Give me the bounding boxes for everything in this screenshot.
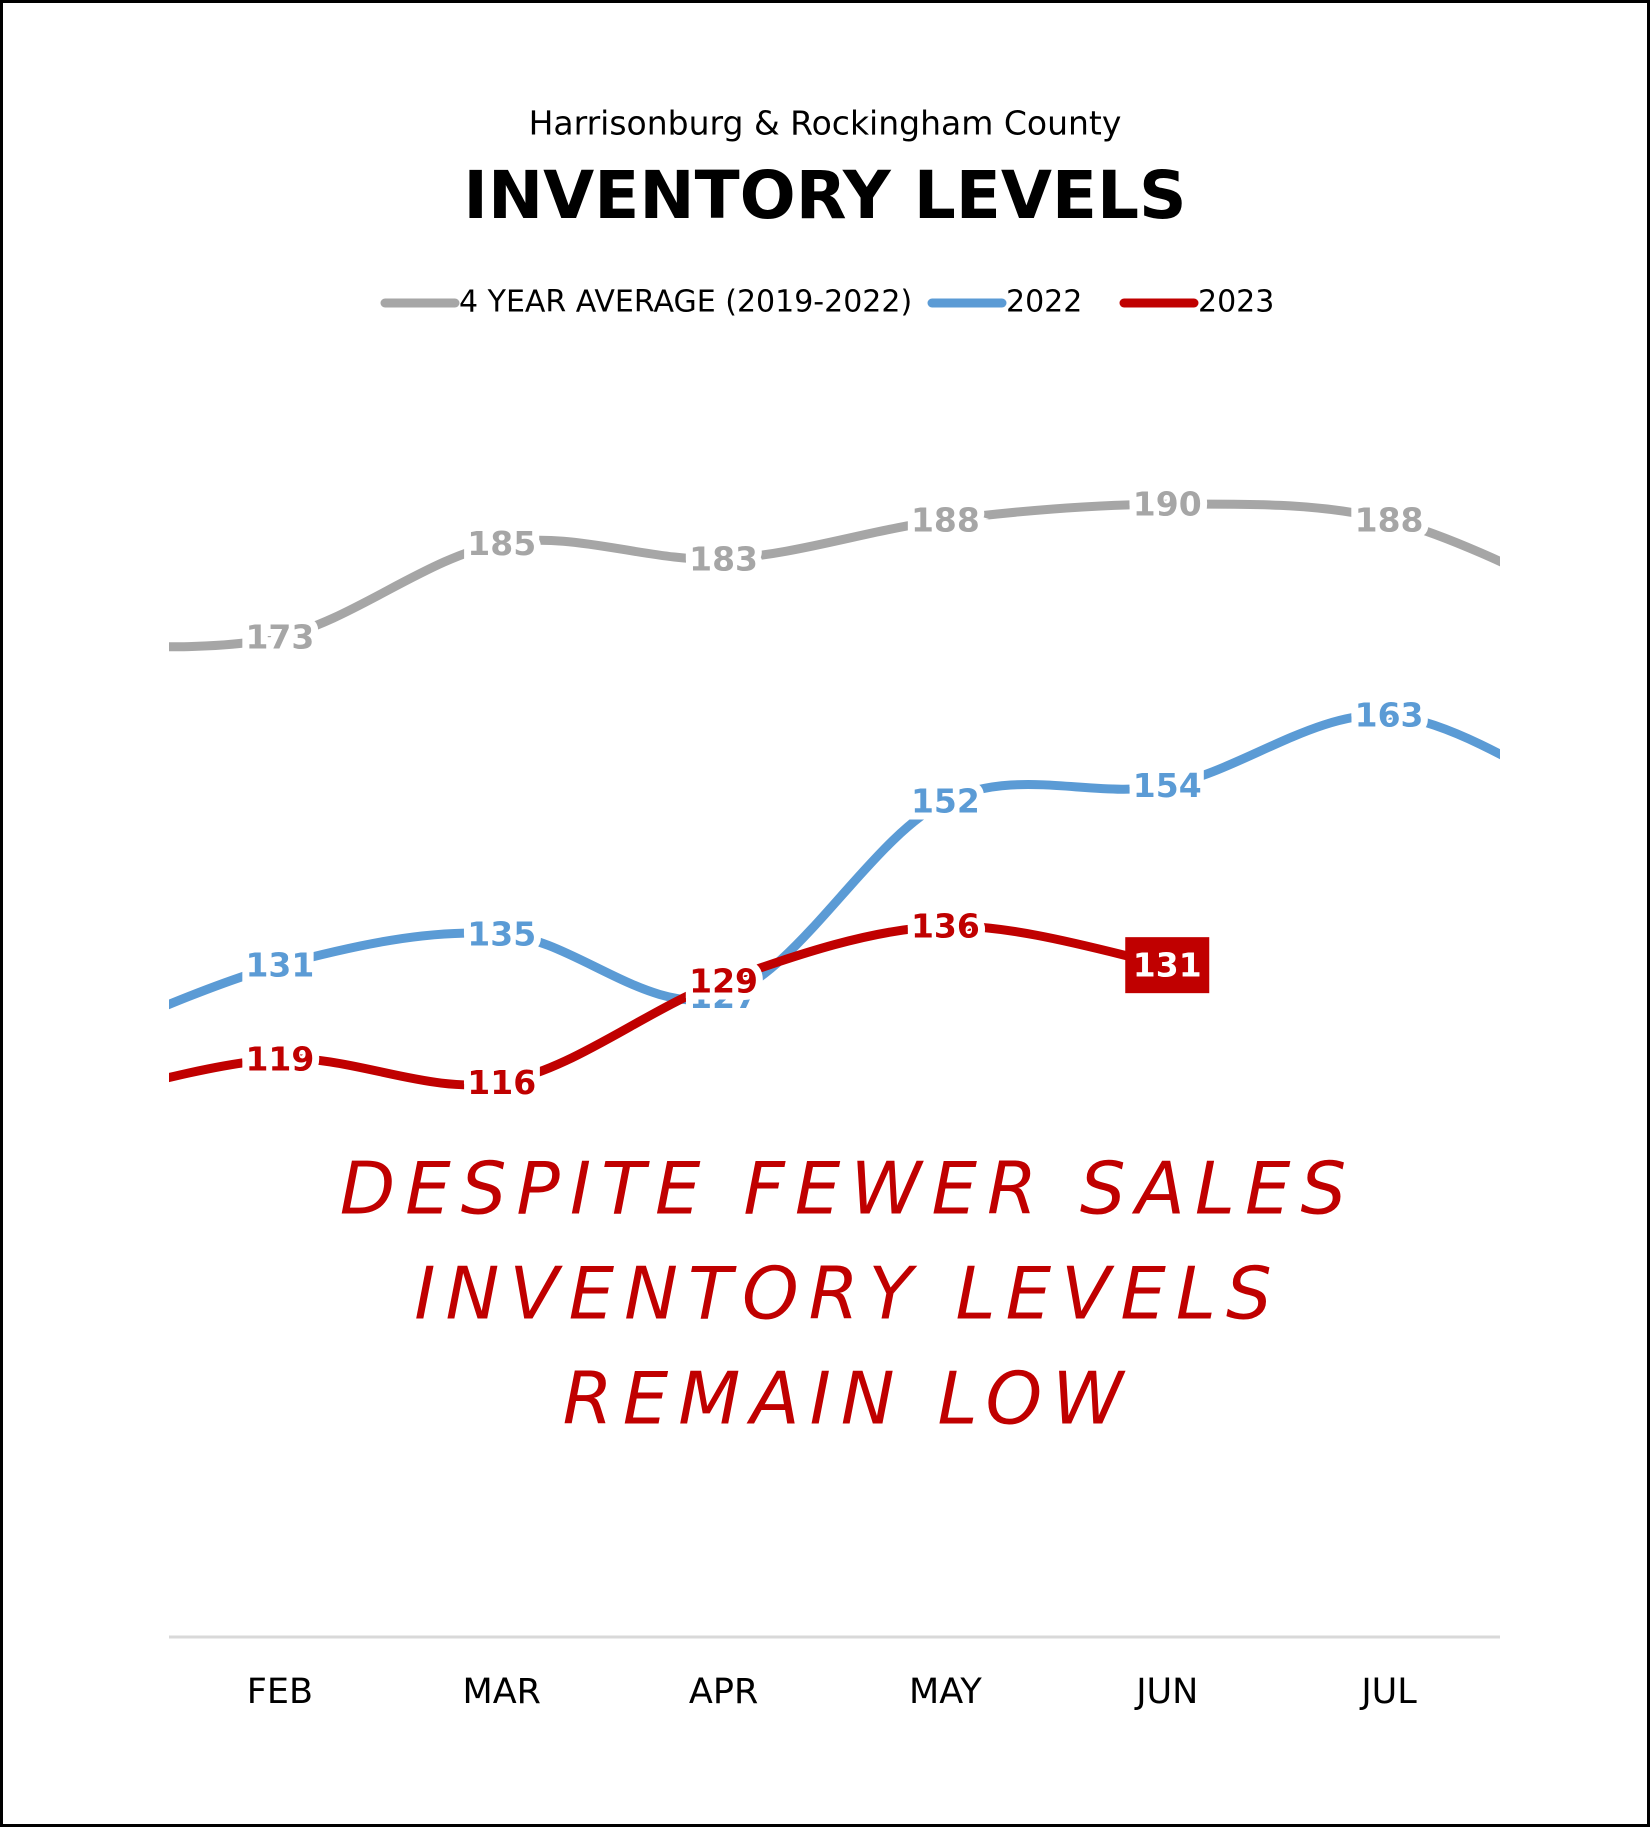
legend-label: 4 YEAR AVERAGE (2019-2022): [459, 285, 912, 320]
data-label-box: [1125, 937, 1210, 994]
data-label: 119: [245, 1039, 314, 1078]
data-label: 188: [1355, 500, 1424, 539]
x-tick-label: MAY: [909, 1672, 982, 1712]
chart-title: INVENTORY LEVELS: [463, 157, 1186, 234]
x-tick-label: MAR: [463, 1672, 541, 1712]
x-tick-label: JUN: [1134, 1672, 1198, 1712]
data-label: 154: [1133, 766, 1202, 805]
annotation: DESPITE FEWER SALES: [340, 1147, 1356, 1231]
data-label: 129: [689, 961, 758, 1000]
plot: [169, 499, 1500, 1090]
x-tick-label: APR: [689, 1672, 758, 1712]
data-label: 131: [1133, 946, 1202, 985]
series-line: [169, 710, 1500, 1010]
x-tick-label: JUL: [1359, 1672, 1417, 1712]
x-tick-label: FEB: [247, 1672, 313, 1712]
legend-label: 2023: [1198, 285, 1274, 320]
data-label: 127: [689, 977, 758, 1016]
data-label: 190: [1133, 485, 1202, 524]
data-label: 116: [467, 1063, 536, 1102]
data-label: 185: [467, 524, 536, 563]
series-line: [169, 921, 1172, 1090]
data-label: 163: [1355, 696, 1424, 735]
data-label: 135: [467, 914, 536, 953]
data-label: 131: [245, 946, 314, 985]
chart-subtitle: Harrisonburg & Rockingham County: [529, 104, 1122, 143]
data-label: 188: [911, 500, 980, 539]
data-label: 136: [911, 907, 980, 946]
annotation: INVENTORY LEVELS: [414, 1252, 1281, 1336]
legend-label: 2022: [1006, 285, 1082, 320]
annotation: REMAIN LOW: [563, 1357, 1134, 1441]
data-label: 152: [911, 782, 980, 821]
data-label: 183: [689, 539, 758, 578]
data-label: 173: [245, 618, 314, 657]
series-line: [169, 499, 1500, 652]
